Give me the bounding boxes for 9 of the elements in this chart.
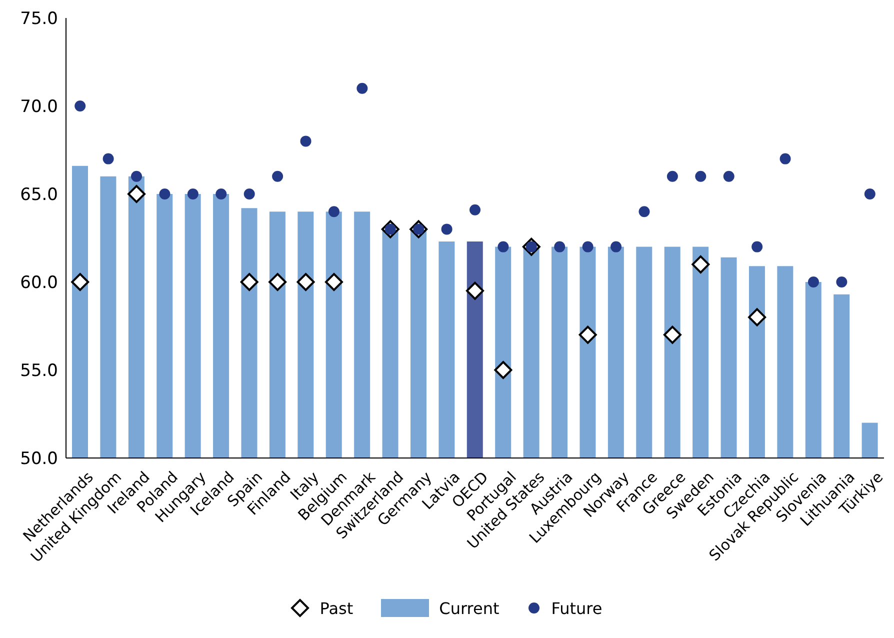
y-tick-label: 50.0 [20,449,58,470]
legend-label: Past [320,598,354,618]
y-tick-label: 55.0 [20,361,58,382]
legend-label: Future [551,598,602,618]
y-tick-label: 65.0 [20,185,58,206]
y-tick-label: 70.0 [20,97,58,118]
y-tick-label: 75.0 [20,9,58,30]
legend-label: Current [439,598,500,618]
y-tick-label: 60.0 [20,273,58,294]
